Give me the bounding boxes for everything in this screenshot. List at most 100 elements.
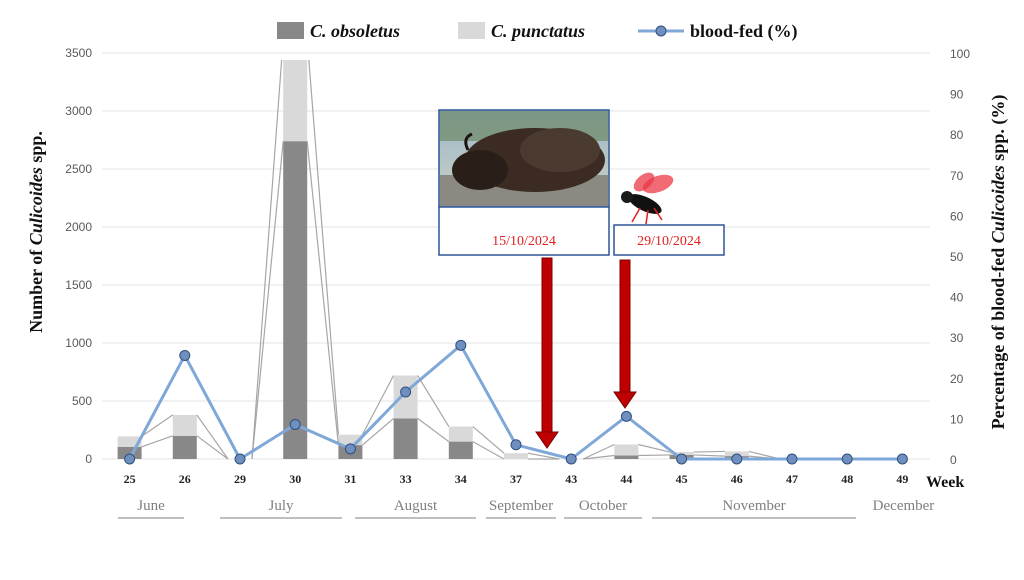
category-label: 26 <box>179 472 191 486</box>
left-tick-label: 1500 <box>65 278 92 292</box>
fly-icon <box>621 172 674 225</box>
trend-obsoletus-segment <box>693 454 725 457</box>
left-tick-label: 0 <box>85 452 92 466</box>
category-label: 44 <box>620 472 632 486</box>
right-tick-label: 10 <box>950 412 964 426</box>
bar-punctatus-26 <box>172 414 197 436</box>
trend-obsoletus-segment <box>306 141 339 446</box>
left-tick-label: 2500 <box>65 162 92 176</box>
trend-total-segment <box>472 426 505 454</box>
category-labels: 25 26 29 30 31 33 34 37 43 44 45 46 47 48 49 <box>124 472 909 486</box>
trend-total-segment <box>141 414 174 437</box>
category-label: 48 <box>841 472 853 486</box>
bloodfed-point-31 <box>344 443 356 455</box>
trend-obsoletus-segment <box>417 417 450 443</box>
bloodfed-point-29 <box>234 453 246 465</box>
month-labels: June July August September October November De… <box>118 498 935 519</box>
bar-obsoletus-30 <box>283 141 308 459</box>
trend-total-segment <box>196 414 229 460</box>
right-tick-label: 100 <box>950 47 970 61</box>
right-tick-label: 50 <box>950 250 964 264</box>
annotation-2: 29/10/2024 <box>613 224 725 256</box>
category-label: 33 <box>400 472 412 486</box>
legend-marker-bloodfed <box>655 25 667 37</box>
left-tick-label: 500 <box>72 394 92 408</box>
left-tick-label: 3000 <box>65 104 92 118</box>
legend-item-punctatus: C. punctatus <box>458 21 585 41</box>
bloodfed-point-49 <box>896 453 908 465</box>
category-label: 46 <box>731 472 743 486</box>
bar-obsoletus-26 <box>172 435 197 459</box>
trend-obsoletus-segment <box>141 435 173 448</box>
left-axis-title: Number of Culicoides spp. <box>26 131 46 333</box>
trend-total-segment <box>417 375 450 427</box>
bloodfed-point-33 <box>400 386 412 398</box>
trend-obsoletus-segment <box>472 441 505 460</box>
bloodfed-point-30 <box>289 418 301 430</box>
bar-obsoletus-44 <box>614 455 639 459</box>
left-tick-label: 3500 <box>65 46 92 60</box>
right-tick-label: 30 <box>950 331 964 345</box>
trend-obsoletus-segment <box>196 435 229 460</box>
left-axis-ticks: 0 500 1000 1500 2000 2500 3000 3500 <box>65 46 92 466</box>
right-tick-label: 60 <box>950 209 964 223</box>
right-tick-label: 20 <box>950 372 964 386</box>
bloodfed-point-26 <box>179 349 191 361</box>
bar-punctatus-30 <box>283 60 308 142</box>
category-label: 29 <box>234 472 246 486</box>
annotation-date-2: 29/10/2024 <box>637 234 701 249</box>
bloodfed-point-44 <box>620 410 632 422</box>
bar-obsoletus-33 <box>393 418 418 459</box>
category-label: 34 <box>455 472 467 486</box>
trend-total-segment <box>638 443 670 453</box>
annotation-box-1 <box>438 206 610 256</box>
right-tick-label: 0 <box>950 453 957 467</box>
arrow-1 <box>535 257 559 449</box>
right-tick-label: 80 <box>950 128 964 142</box>
trend-total-segment <box>693 450 725 453</box>
bar-punctatus-45 <box>669 452 694 455</box>
trend-total-segment <box>582 443 615 460</box>
bar-punctatus-34 <box>448 426 473 442</box>
month-label: December <box>873 498 935 514</box>
right-tick-label: 90 <box>950 88 964 102</box>
legend-label-obsoletus: C. obsoletus <box>310 21 400 41</box>
trend-total-segment <box>251 60 283 460</box>
bloodfed-series <box>124 339 908 465</box>
legend-swatch-obsoletus <box>277 22 304 39</box>
bar-obsoletus-34 <box>448 441 473 459</box>
legend-item-bloodfed: blood-fed (%) <box>638 21 798 42</box>
month-label: November <box>722 498 785 514</box>
trend-obsoletus-segment <box>251 141 284 460</box>
trend-obsoletus-segment <box>362 417 394 446</box>
bar-punctatus-31 <box>338 434 363 446</box>
annotation-1: 15/10/2024 <box>438 206 610 256</box>
bloodfed-point-43 <box>565 453 577 465</box>
legend-swatch-punctatus <box>458 22 485 39</box>
left-tick-label: 1000 <box>65 336 92 350</box>
bar-punctatus-25 <box>117 436 142 447</box>
category-label: 30 <box>289 472 301 486</box>
bars <box>117 60 749 459</box>
category-label: 47 <box>786 472 798 486</box>
legend: C. obsoletus C. punctatus blood-fed (%) <box>277 21 798 42</box>
bloodfed-point-47 <box>786 453 798 465</box>
trend-obsoletus-segment <box>638 454 670 457</box>
x-axis-title: Week <box>926 474 964 491</box>
right-axis-title: Percentage of blood-fed Culicoides spp. … <box>988 95 1009 430</box>
legend-label-punctatus: C. punctatus <box>491 21 585 41</box>
month-label: June <box>137 498 165 514</box>
trend-total-segment <box>361 375 395 435</box>
legend-label-bloodfed: blood-fed (%) <box>690 21 798 42</box>
bloodfed-point-45 <box>676 453 688 465</box>
bar-punctatus-44 <box>614 444 639 456</box>
trend-total-segment <box>308 60 339 435</box>
annotation-box-2 <box>613 224 725 256</box>
right-axis-ticks: 0 10 20 30 40 50 60 70 80 90 100 <box>950 47 970 467</box>
bloodfed-point-37 <box>510 439 522 451</box>
trend-total-segment <box>527 452 560 460</box>
category-label: 43 <box>565 472 577 486</box>
month-label: July <box>268 498 294 514</box>
month-label: September <box>489 498 553 514</box>
